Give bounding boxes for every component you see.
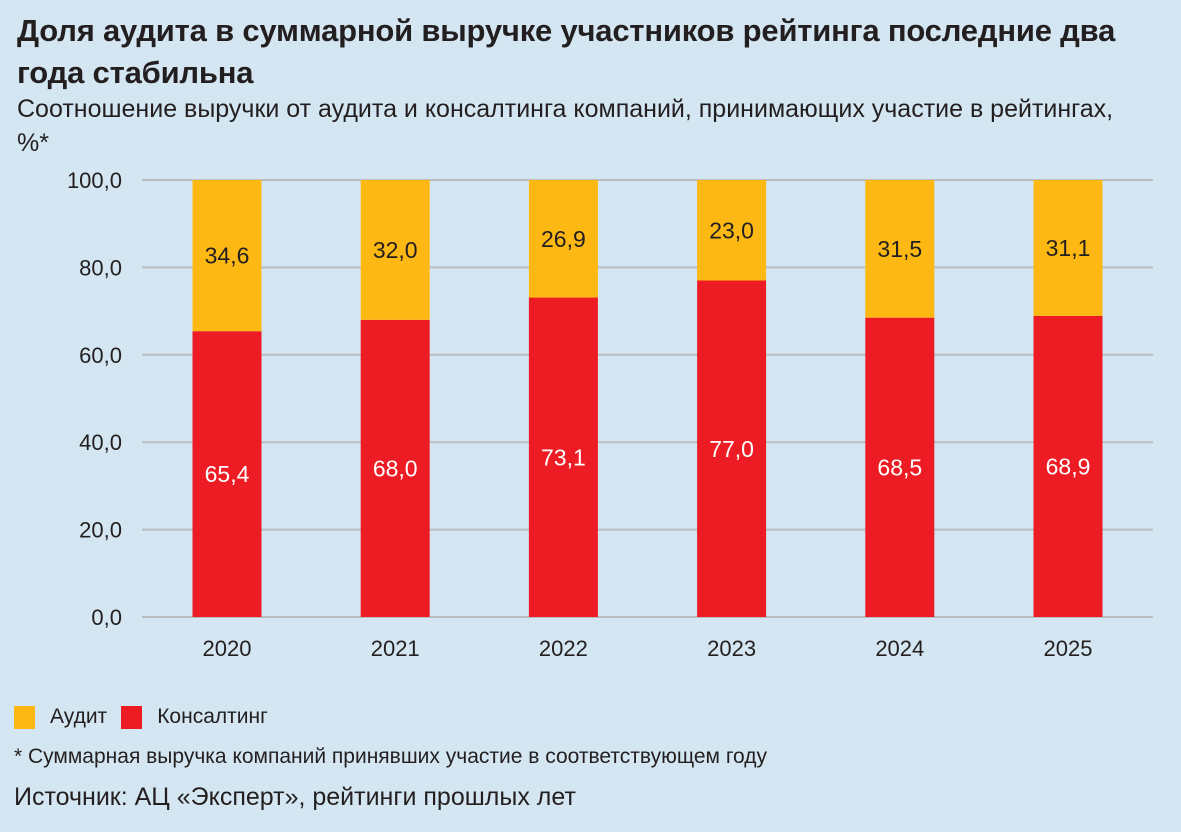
data-label-consulting: 73,1 [541,444,586,470]
data-label-audit: 34,6 [205,243,250,269]
data-label-audit: 32,0 [373,237,418,263]
chart-subtitle: Соотношение выручки от аудита и консалти… [17,95,1114,157]
bar-segment-audit [528,180,598,298]
x-tick-label: 2023 [707,636,756,661]
bar-segment-audit [192,180,262,332]
bar-segment-consulting [360,319,430,617]
bar-segment-audit [865,180,935,318]
data-label-audit: 26,9 [541,226,586,252]
y-tick-label: 80,0 [79,255,122,280]
y-tick-label: 60,0 [79,343,122,368]
bar-segment-consulting [697,280,767,617]
y-tick-label: 40,0 [79,430,122,455]
data-label-consulting: 68,0 [373,455,418,481]
stacked-bar-chart: 0,0 20,0 40,0 60,0 80,0 100,0 65,4 34,6 2020 68,… [67,168,1153,661]
x-tick-label: 2020 [203,636,252,661]
data-label-audit: 23,0 [709,217,754,243]
data-label-audit: 31,5 [877,236,922,262]
legend-item-audit: Аудит [14,705,107,729]
bar-segment-consulting [1033,315,1103,617]
y-tick-label: 0,0 [91,605,122,630]
legend-label-audit: Аудит [50,705,108,728]
bar-segment-consulting [192,331,262,617]
source-note: Источник: АЦ «Эксперт», рейтинги прошлых… [14,783,576,811]
legend-swatch-consulting [121,705,143,729]
footnote: * Суммарная выручка компаний принявших у… [14,745,767,768]
legend-swatch-audit [14,705,35,729]
bar-segment-audit [697,180,767,281]
x-tick-label: 2021 [371,636,420,661]
legend-label-consulting: Консалтинг [157,705,268,728]
x-tick-label: 2024 [875,636,924,661]
bar-segment-consulting [528,297,598,617]
legend: Аудит Консалтинг [14,705,282,729]
data-label-consulting: 77,0 [709,436,754,462]
data-label-consulting: 65,4 [205,461,250,487]
y-tick-label: 20,0 [79,518,122,543]
bar-segment-audit [1033,180,1103,316]
x-tick-label: 2022 [539,636,588,661]
y-tick-label: 100,0 [67,168,122,193]
data-label-consulting: 68,9 [1046,453,1091,479]
legend-item-consulting: Консалтинг [121,705,268,729]
chart-title: Доля аудита в суммарной выручке участник… [17,13,1116,90]
bar-segment-consulting [865,317,935,617]
data-label-audit: 31,1 [1046,235,1091,261]
x-tick-label: 2025 [1044,636,1093,661]
data-label-consulting: 68,5 [877,454,922,480]
bar-segment-audit [360,180,430,320]
